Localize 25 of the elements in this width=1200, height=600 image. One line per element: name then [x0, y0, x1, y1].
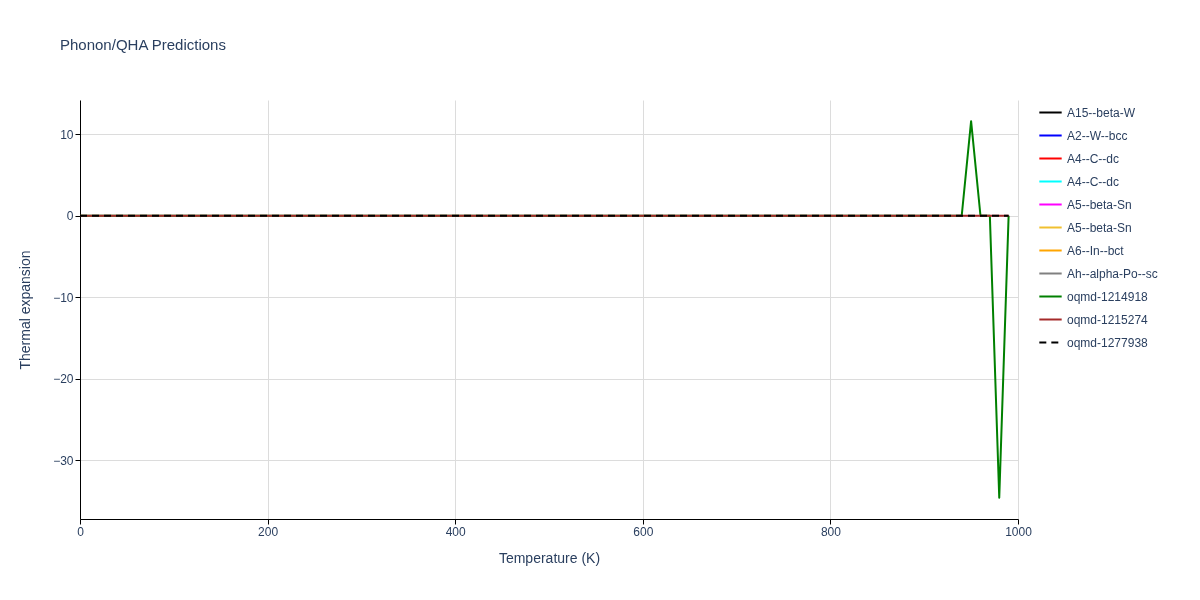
y-tick-label: 0 [66, 209, 74, 224]
legend-label: oqmd-1277938 [1067, 335, 1149, 350]
legend-label: oqmd-1214918 [1067, 289, 1149, 304]
legend-label: A2--W--bcc [1067, 128, 1128, 143]
y-tick-label: −10 [53, 290, 74, 305]
legend-label: A15--beta-W [1067, 105, 1136, 120]
y-tick-label: −30 [53, 453, 74, 468]
legend-label: A4--C--dc [1067, 174, 1120, 189]
legend-label: A4--C--dc [1067, 151, 1120, 166]
x-tick-label: 400 [445, 524, 467, 539]
y-tick-label: 10 [60, 127, 74, 142]
legend-label: A6--In--bct [1067, 243, 1125, 258]
y-tick-label: −20 [53, 372, 74, 387]
legend-label: oqmd-1215274 [1067, 312, 1149, 327]
x-axis-title: Temperature (K) [498, 549, 601, 566]
x-tick-label: 200 [258, 524, 279, 539]
y-axis-title: Thermal expansion [17, 250, 34, 370]
x-tick-label: 800 [820, 524, 842, 539]
legend-label: Ah--alpha-Po--sc [1067, 266, 1158, 281]
legend-label: A5--beta-Sn [1067, 197, 1132, 212]
x-tick-label: 600 [633, 524, 654, 539]
x-tick-label: 0 [77, 524, 85, 539]
x-tick-label: 1000 [1005, 524, 1033, 539]
legend-label: A5--beta-Sn [1067, 220, 1132, 235]
chart-title: Phonon/QHA Predictions [60, 36, 226, 53]
